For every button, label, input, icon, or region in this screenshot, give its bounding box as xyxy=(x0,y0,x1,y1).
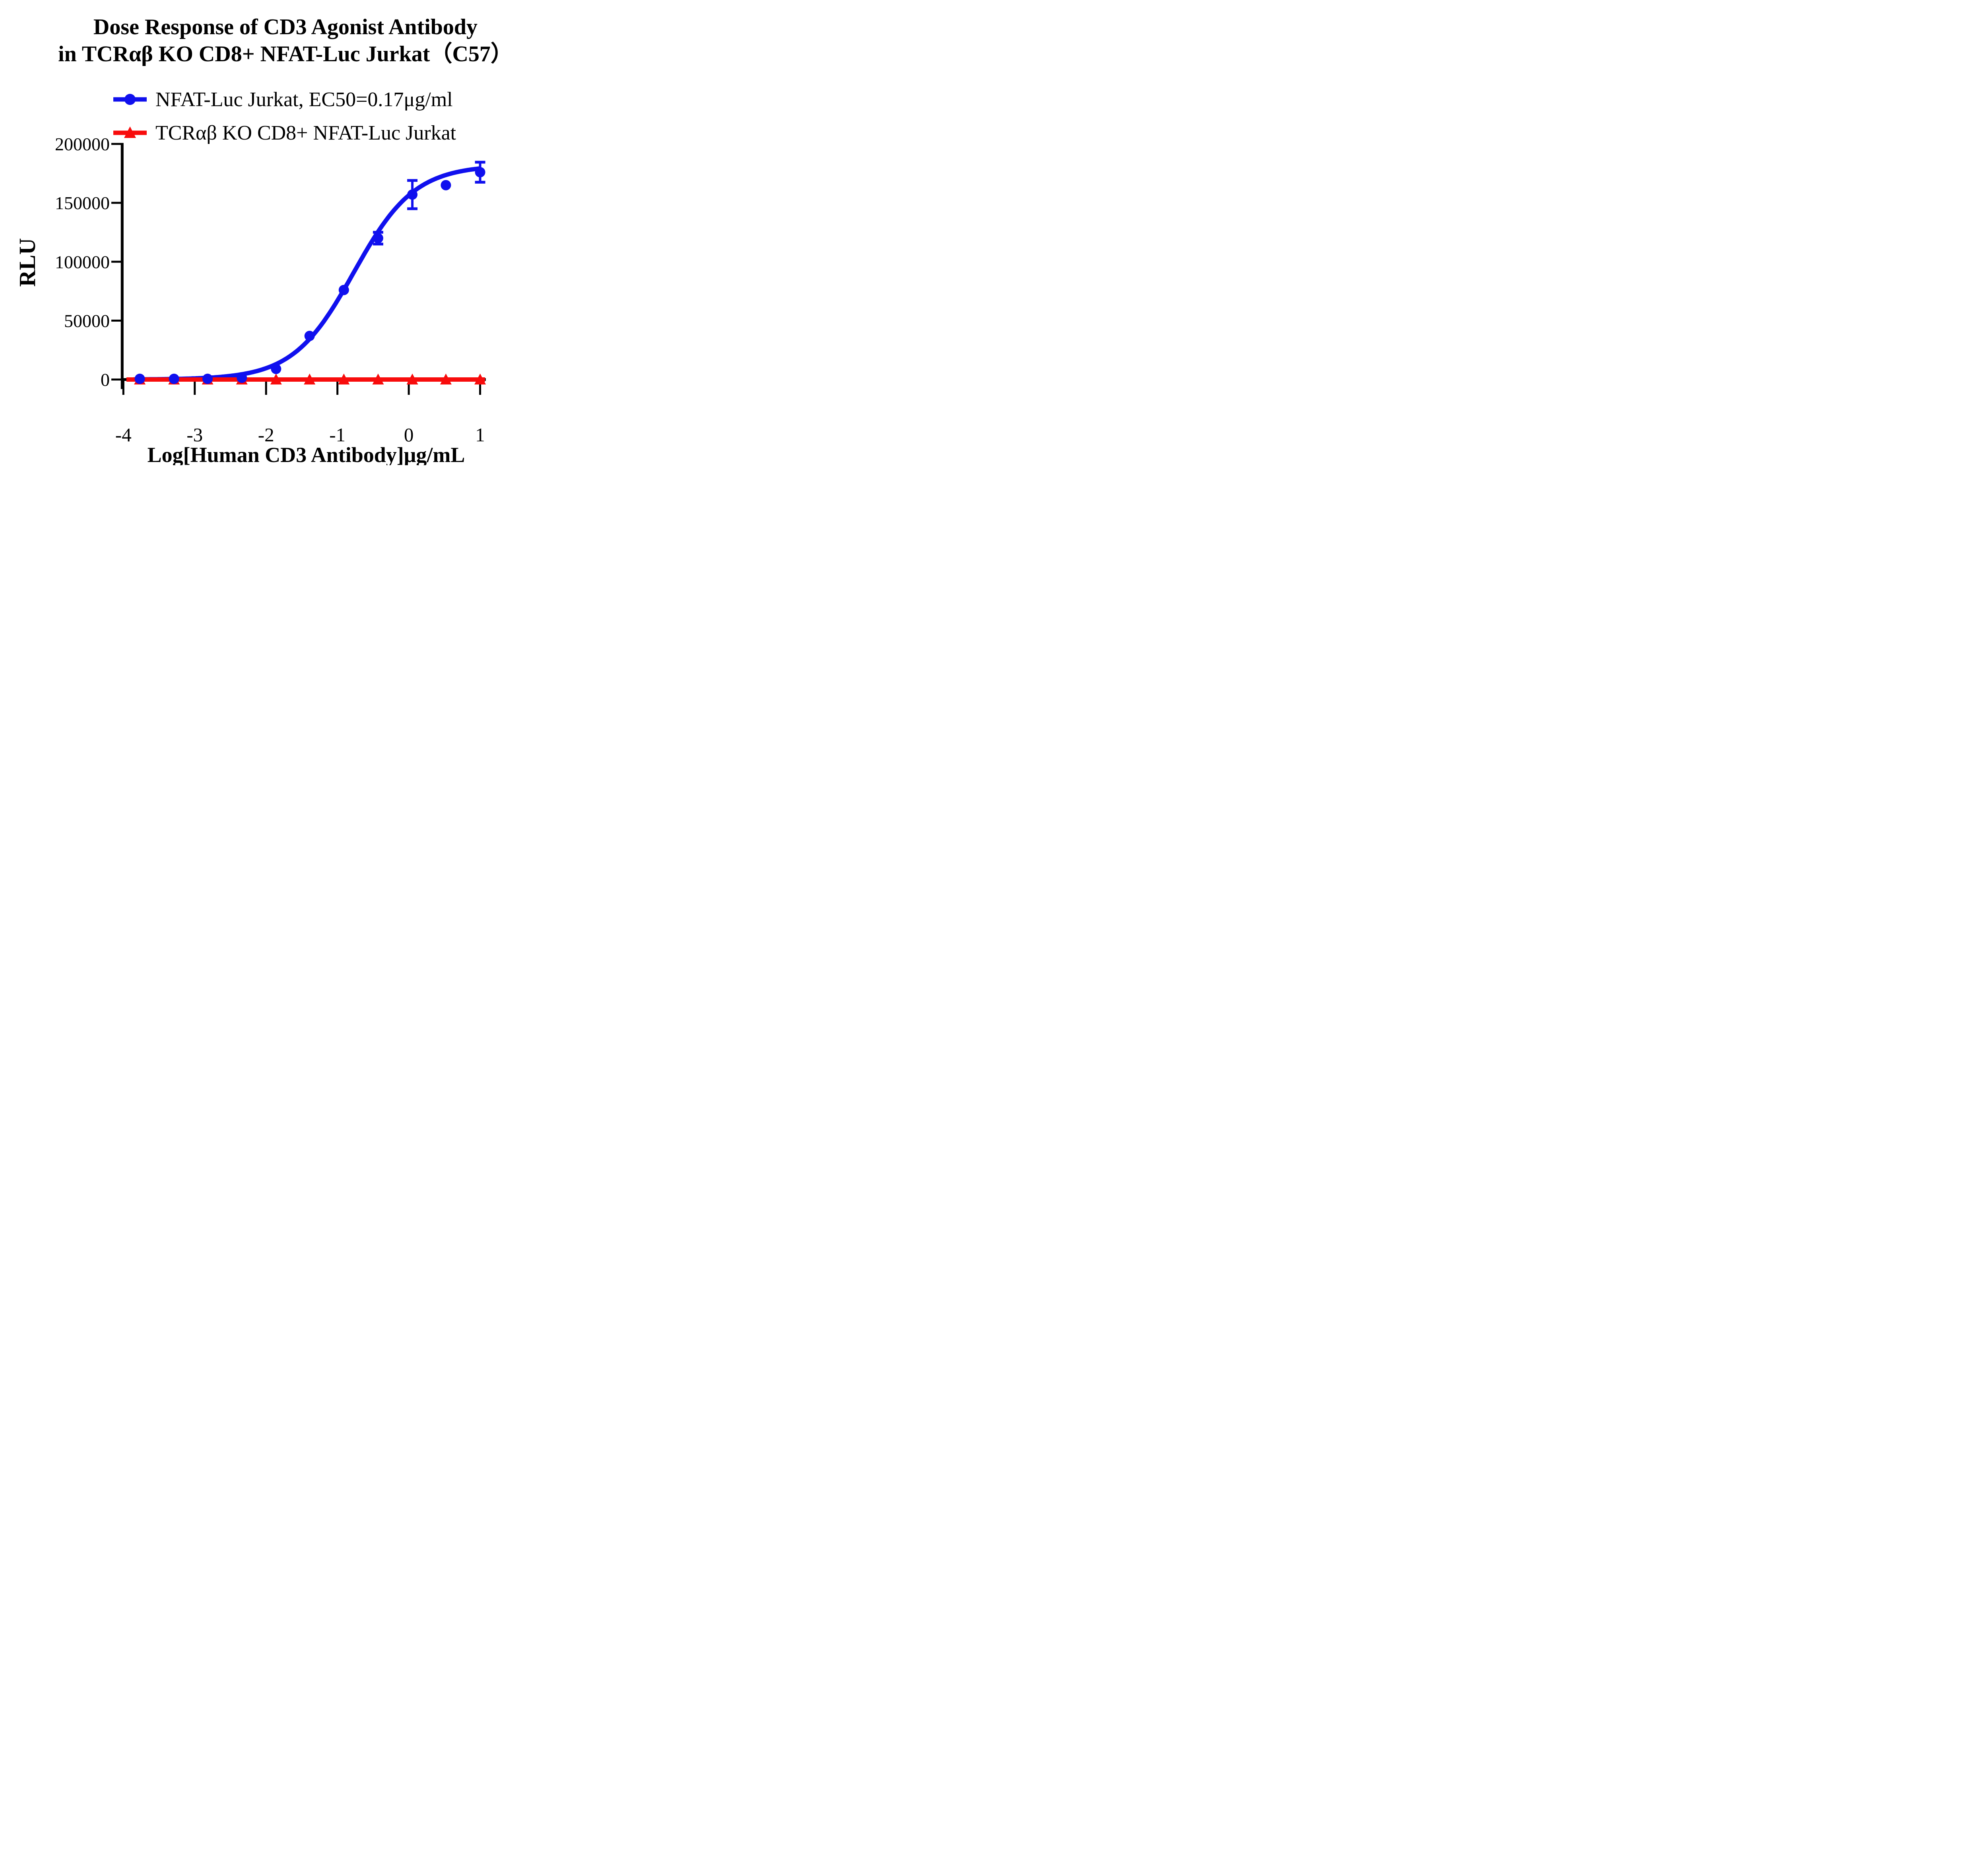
x-tick-label: -4 xyxy=(115,424,132,446)
dose-response-plot: 0 50000 100000 150000 200000 -4 -3 -2 -1 0 1 RLU L… xyxy=(14,134,486,465)
legend: NFAT-Luc Jurkat, EC50=0.17μg/ml TCRαβ KO… xyxy=(113,88,456,144)
chart-title-line2: in TCRαβ KO CD8+ NFAT-Luc Jurkat（C57） xyxy=(58,42,513,67)
x-tick-label: 0 xyxy=(404,424,414,446)
x-tick xyxy=(336,381,339,395)
error-bar-cap-bottom xyxy=(475,181,485,184)
error-bar-cap-top xyxy=(475,161,485,164)
legend-item-nfat-luc-jurkat: NFAT-Luc Jurkat, EC50=0.17μg/ml xyxy=(113,88,456,111)
y-tick-label: 50000 xyxy=(64,311,110,331)
chart-title-line1: Dose Response of CD3 Agonist Antibody xyxy=(93,15,478,39)
triangle-marker xyxy=(304,373,316,384)
series-layer xyxy=(126,161,486,384)
x-tick-label: -3 xyxy=(186,424,203,446)
legend-marker-circle-icon xyxy=(113,94,147,105)
circle-marker xyxy=(338,285,349,295)
circle-marker xyxy=(271,363,282,374)
y-tick-label: 100000 xyxy=(55,252,110,272)
error-bar-cap-bottom xyxy=(407,207,418,210)
x-tick xyxy=(265,381,267,395)
circle-marker xyxy=(237,373,247,383)
x-tick-label: -1 xyxy=(329,424,346,446)
y-tick xyxy=(111,379,121,381)
legend-label-tcrab-ko: TCRαβ KO CD8+ NFAT-Luc Jurkat xyxy=(155,121,456,144)
chart-title: Dose Response of CD3 Agonist Antibody in… xyxy=(11,14,549,68)
error-bar-cap-bottom xyxy=(373,243,383,246)
fit-curve-nfat xyxy=(132,166,482,382)
y-tick xyxy=(111,202,121,204)
triangle-marker xyxy=(406,373,418,384)
error-bar-cap-top xyxy=(373,231,383,234)
y-axis-spine xyxy=(120,143,124,389)
circle-marker xyxy=(304,330,315,341)
circle-marker xyxy=(373,233,383,243)
y-tick-label: 200000 xyxy=(55,134,110,154)
x-axis-title: Log[Human CD3 Antibody]μg/mL xyxy=(148,443,465,465)
circle-marker xyxy=(134,373,145,384)
circle-marker xyxy=(407,189,418,200)
x-tick-label: -2 xyxy=(258,424,274,446)
legend-marker-triangle-icon xyxy=(113,126,147,138)
triangle-marker xyxy=(440,373,452,384)
axes-layer: 0 50000 100000 150000 200000 -4 -3 -2 -1 0 1 xyxy=(55,134,486,446)
legend-label-nfat-luc-jurkat: NFAT-Luc Jurkat, EC50=0.17μg/ml xyxy=(155,88,453,111)
triangle-marker xyxy=(474,373,486,384)
triangle-marker xyxy=(270,373,282,384)
y-tick xyxy=(111,260,121,263)
y-tick-label: 150000 xyxy=(55,193,110,213)
y-tick-label: 0 xyxy=(101,370,110,390)
y-tick xyxy=(111,319,121,322)
dose-response-figure: Dose Response of CD3 Agonist Antibody in… xyxy=(0,0,549,465)
triangle-marker xyxy=(372,373,384,384)
x-tick-label: 1 xyxy=(475,424,485,446)
x-tick xyxy=(479,381,481,395)
circle-marker xyxy=(202,373,213,384)
x-tick xyxy=(194,381,196,395)
circle-marker xyxy=(169,373,179,384)
x-tick xyxy=(408,381,410,395)
legend-item-tcrab-ko: TCRαβ KO CD8+ NFAT-Luc Jurkat xyxy=(113,121,456,144)
y-tick xyxy=(111,143,121,145)
triangle-marker xyxy=(338,373,350,384)
y-axis-title: RLU xyxy=(14,238,40,287)
circle-marker xyxy=(475,167,485,178)
circle-marker xyxy=(441,180,451,190)
x-tick xyxy=(122,381,124,395)
error-bar-cap-top xyxy=(407,179,418,182)
